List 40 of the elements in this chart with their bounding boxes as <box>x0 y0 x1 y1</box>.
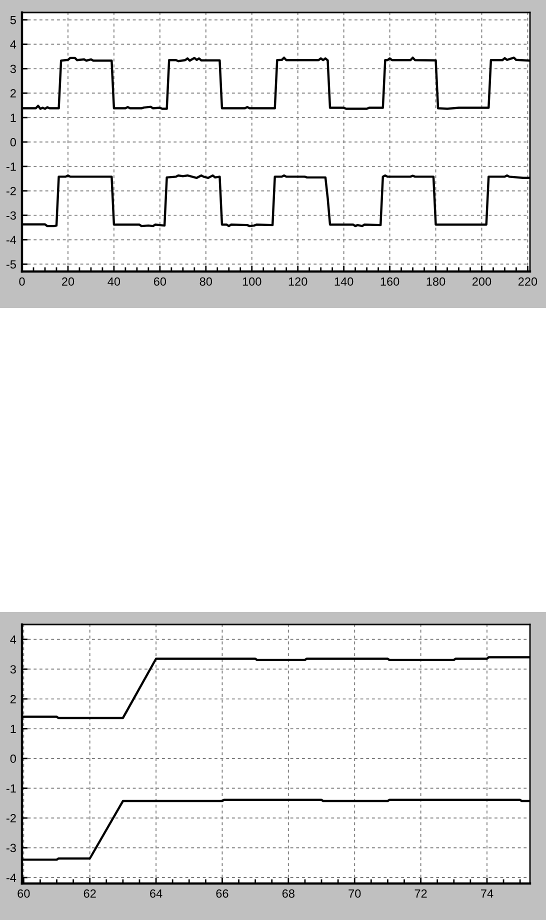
y-tick-label: 5 <box>10 16 16 24</box>
x-tick-label: 80 <box>200 277 212 286</box>
y-tick-label: -4 <box>6 874 16 882</box>
y-tick-label: -2 <box>6 186 16 196</box>
y-tick-label: 2 <box>10 694 16 704</box>
x-tick-label: 74 <box>481 889 494 898</box>
x-tick-label: 60 <box>18 889 30 898</box>
x-tick-label: 140 <box>334 277 354 286</box>
y-tick-label: 4 <box>10 636 16 644</box>
y-tick-label: -2 <box>6 814 16 822</box>
x-tick-label: 40 <box>108 277 120 286</box>
x-tick-label: 180 <box>426 277 446 286</box>
x-tick-label: 66 <box>216 889 228 898</box>
y-tick-label: 0 <box>10 754 16 763</box>
y-tick-label: 1 <box>10 724 16 733</box>
y-tick-label: -3 <box>6 844 16 852</box>
y-tick-label: 1 <box>10 114 16 122</box>
y-tick-label: -3 <box>6 211 16 220</box>
y-tick-label: -4 <box>6 236 16 244</box>
x-tick-label: 120 <box>288 277 308 286</box>
x-tick-label: 160 <box>380 277 400 286</box>
x-tick-label: 64 <box>150 889 162 898</box>
x-tick-label: 68 <box>282 889 294 898</box>
x-tick-label: 220 <box>518 277 538 286</box>
y-tick-label: 3 <box>10 665 16 674</box>
x-tick-label: 70 <box>348 889 361 898</box>
y-tick-label: 2 <box>10 89 16 98</box>
y-tick-label: 3 <box>10 64 16 74</box>
x-tick-label: 72 <box>414 889 427 898</box>
y-tick-label: 0 <box>10 138 16 146</box>
x-tick-label: 100 <box>242 277 262 286</box>
x-tick-label: 0 <box>19 277 25 286</box>
y-tick-label: -5 <box>6 260 16 269</box>
x-tick-label: 62 <box>84 889 96 898</box>
y-tick-label: -1 <box>6 162 16 171</box>
x-tick-label: 20 <box>62 277 74 286</box>
x-tick-label: 60 <box>154 277 166 286</box>
x-tick-label: 200 <box>472 277 492 286</box>
y-tick-label: 4 <box>10 40 16 49</box>
y-tick-label: -1 <box>6 784 16 793</box>
